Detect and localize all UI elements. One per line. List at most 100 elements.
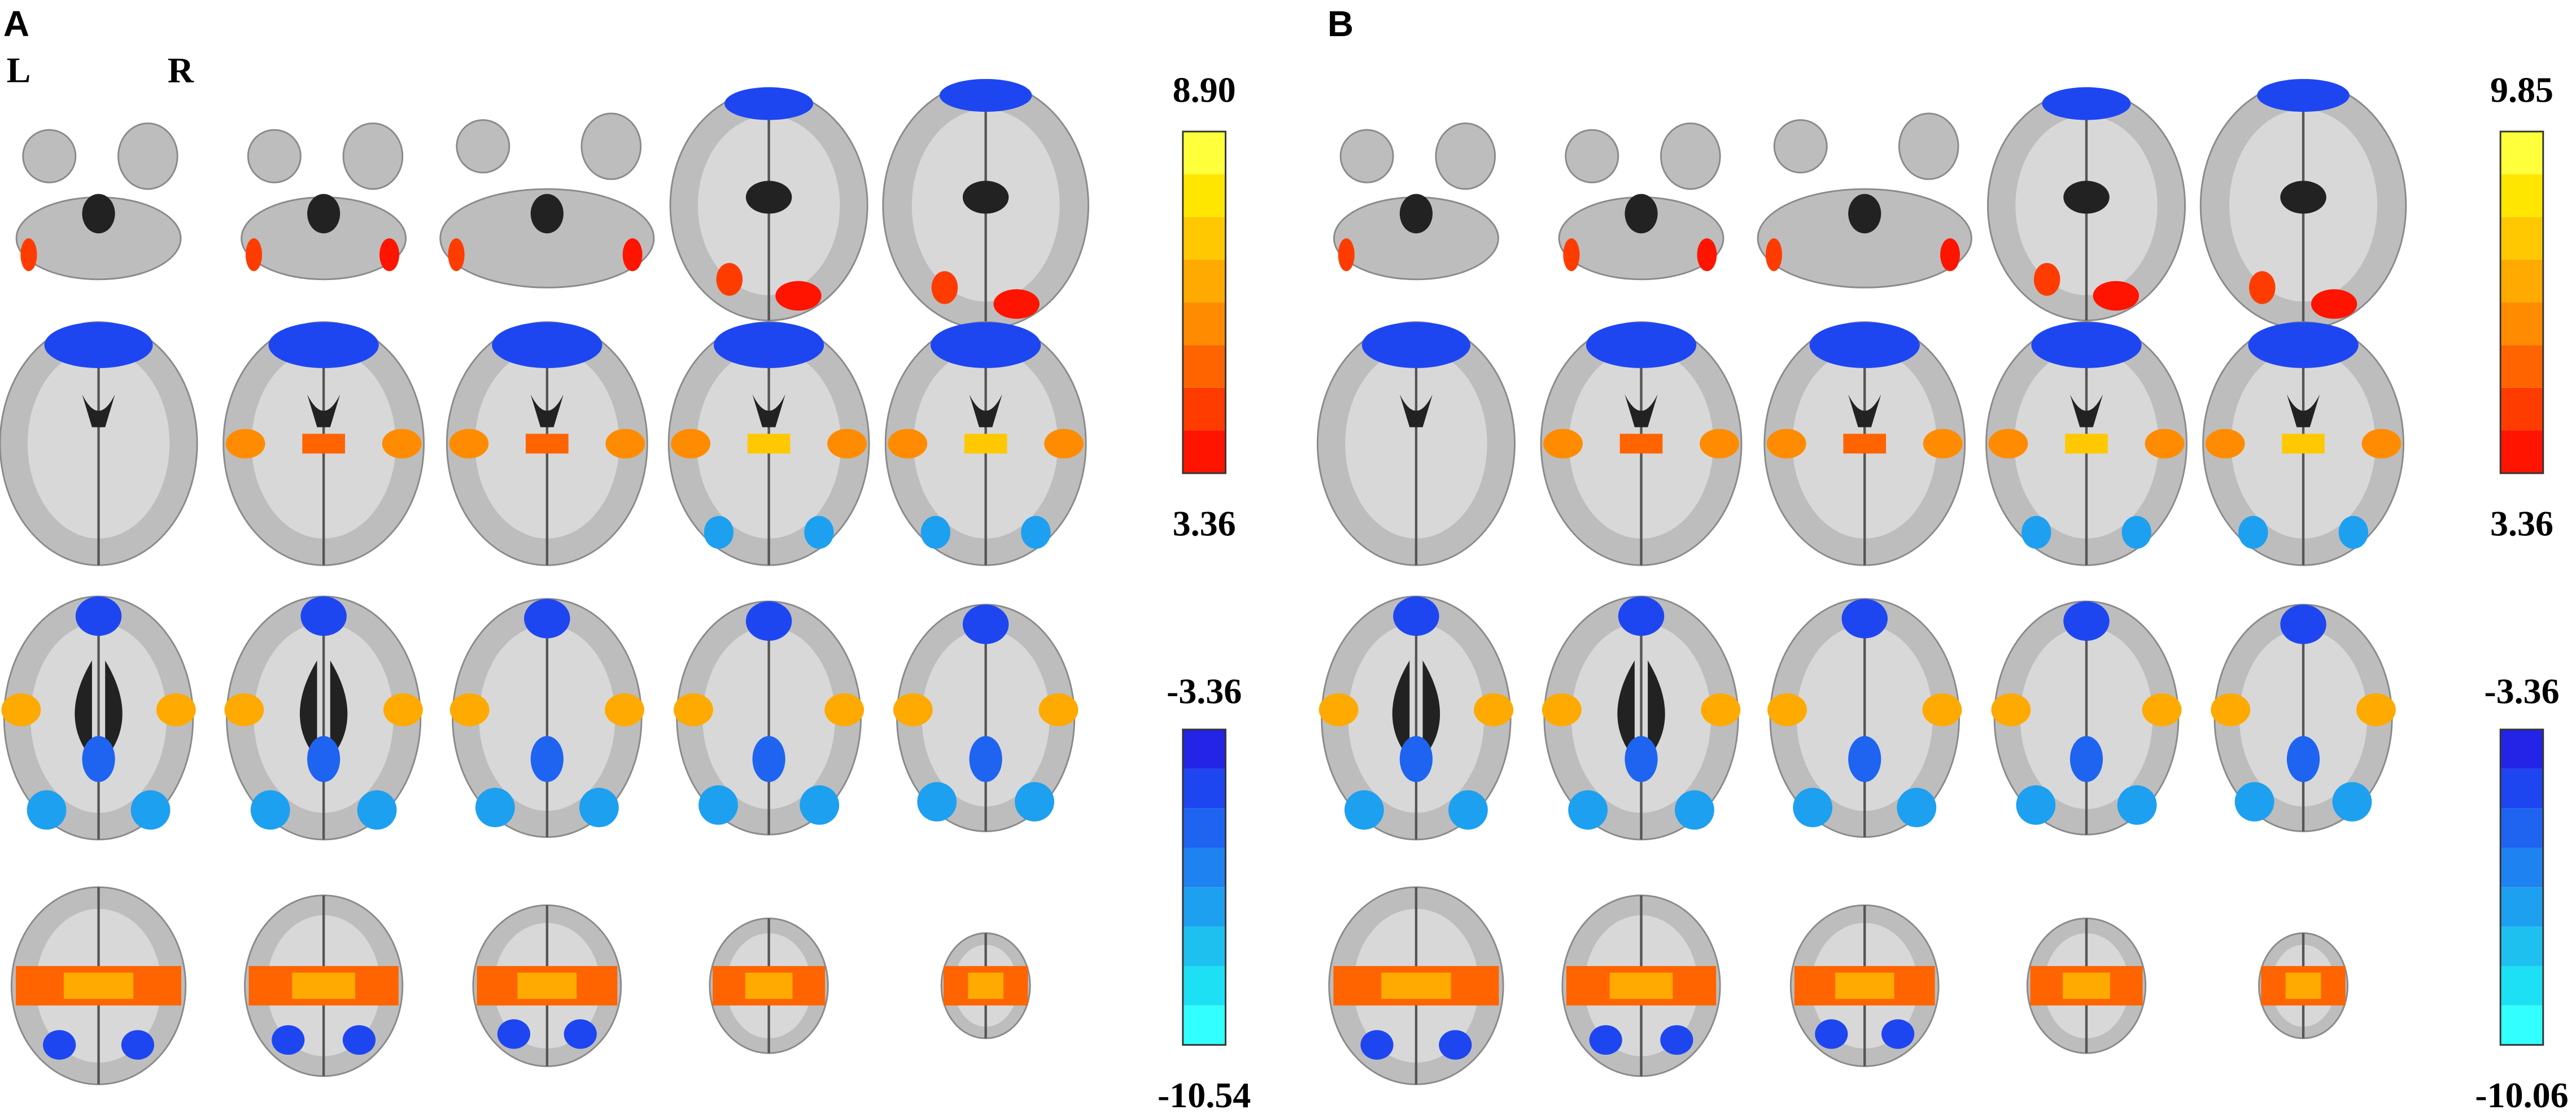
brainstem xyxy=(1399,194,1433,234)
activation-cold xyxy=(2063,601,2110,641)
brain-slice xyxy=(10,886,187,1085)
activation-hot xyxy=(156,693,196,727)
activation-cold xyxy=(752,736,785,783)
activation-hot xyxy=(1766,429,1806,458)
activation-hot xyxy=(379,238,399,272)
activation-hot xyxy=(1700,429,1739,458)
brain-slice xyxy=(1757,112,1972,289)
right-marker: R xyxy=(168,50,194,90)
brain-slice xyxy=(2202,321,2404,566)
activation-cold xyxy=(1021,516,1051,549)
activation-hot xyxy=(824,693,865,727)
activation-cold xyxy=(2021,516,2051,549)
activation-cold xyxy=(75,596,122,636)
activation-cold xyxy=(475,788,515,828)
activation-cold xyxy=(2248,322,2359,368)
colorbar-step xyxy=(1182,387,1226,431)
activation-cold xyxy=(724,87,814,120)
ventricle xyxy=(745,181,792,214)
activation-cold xyxy=(1897,788,1937,828)
lobe xyxy=(1435,122,1496,190)
activation-cold xyxy=(1586,322,1697,368)
cold-min: -10.54 xyxy=(1158,1075,1251,1114)
activation-cold xyxy=(2042,87,2131,120)
brain-slice xyxy=(1328,886,1504,1085)
activation-hot xyxy=(448,238,465,272)
ventricle xyxy=(75,660,123,759)
activation-hot xyxy=(888,429,928,458)
activation-hot xyxy=(2311,289,2357,319)
brain-slice xyxy=(472,904,622,1067)
activation-hot xyxy=(827,429,867,458)
activation-hot xyxy=(964,434,1007,454)
ventricle xyxy=(2280,181,2326,214)
brain-slice xyxy=(449,598,644,838)
activation-cold xyxy=(714,322,824,368)
activation-cold xyxy=(2332,782,2372,822)
brain-slice xyxy=(0,321,198,566)
activation-cold xyxy=(342,1025,376,1055)
ventricle xyxy=(2069,394,2103,427)
activation-hot xyxy=(1338,238,1355,272)
activation-cold xyxy=(27,790,67,830)
activation-hot xyxy=(605,429,645,458)
activation-hot xyxy=(1991,693,2031,727)
activation-hot xyxy=(716,263,743,296)
activation-hot xyxy=(1318,693,1359,727)
activation-hot xyxy=(931,271,958,304)
activation-hot xyxy=(893,693,933,727)
brain-slice xyxy=(1542,595,1741,841)
lobe xyxy=(580,112,642,180)
activation-hot xyxy=(225,429,265,458)
brain-slice xyxy=(669,87,868,321)
activation-hot xyxy=(745,972,793,999)
activation-cold xyxy=(82,736,115,783)
activation-cold xyxy=(1361,322,1470,368)
activation-cold xyxy=(564,1019,597,1049)
cerebellum xyxy=(439,188,655,289)
hot-min: 3.36 xyxy=(2490,504,2553,544)
activation-hot xyxy=(605,693,644,727)
activation-hot xyxy=(1619,434,1663,454)
activation-hot xyxy=(1044,429,1084,458)
ventricle xyxy=(299,660,348,759)
brain-slice xyxy=(2211,604,2396,832)
brain-slice xyxy=(1333,122,1499,281)
activation-cold xyxy=(1589,1025,1622,1055)
activation-cold xyxy=(121,1030,155,1060)
lobe xyxy=(342,122,404,190)
activation-cold xyxy=(1439,1030,1472,1060)
brain-slice xyxy=(2258,932,2349,1039)
activation-cold xyxy=(698,785,738,825)
activation-hot xyxy=(382,429,422,458)
brain-slice xyxy=(244,894,404,1077)
activation-cold xyxy=(1448,790,1488,830)
activation-hot xyxy=(2145,429,2185,458)
activation-hot xyxy=(2205,429,2245,458)
activation-cold xyxy=(1881,1019,1915,1049)
activation-cold xyxy=(2031,322,2142,368)
colorbar-step xyxy=(1182,131,1226,174)
brain-slice xyxy=(15,122,182,281)
lobe xyxy=(1339,129,1394,184)
activation-hot xyxy=(2063,972,2110,999)
activation-hot xyxy=(383,693,423,727)
activation-cold xyxy=(939,78,1032,112)
activation-hot xyxy=(1988,429,2028,458)
brain-slice xyxy=(674,600,865,836)
lobe xyxy=(117,122,178,190)
activation-cold xyxy=(357,790,397,830)
brain-slice xyxy=(439,112,655,289)
activation-hot xyxy=(775,281,822,311)
activation-hot xyxy=(1563,238,1580,272)
activation-cold xyxy=(272,1025,305,1055)
colorbar-step xyxy=(2500,131,2543,174)
colorbar-step xyxy=(1182,927,1226,966)
slices xyxy=(0,78,2544,1085)
activation-hot xyxy=(1609,972,1673,999)
ventricle xyxy=(307,394,340,427)
colorbar-step xyxy=(2500,966,2543,1006)
activation-cold xyxy=(579,788,619,828)
